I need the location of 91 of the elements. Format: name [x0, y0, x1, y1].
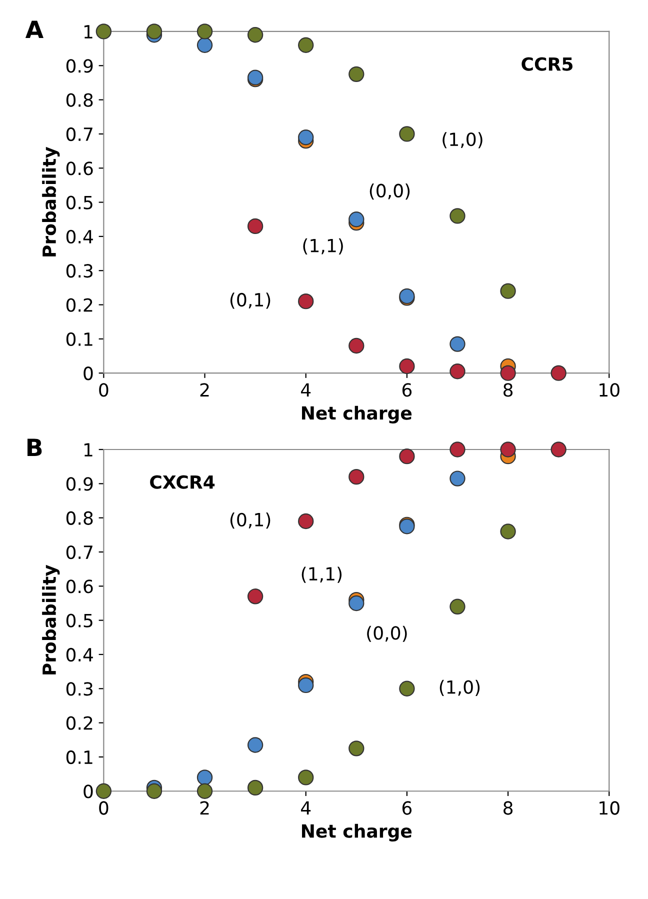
x-tick-label: 10	[600, 801, 620, 815]
y-tick-label: 1	[84, 25, 92, 38]
point	[450, 336, 466, 352]
point	[348, 595, 364, 612]
y-axis-title: Probability	[42, 146, 60, 256]
point	[298, 294, 314, 310]
y-tick-label: 0.9	[66, 477, 93, 491]
y-tick-label: 0.1	[66, 332, 92, 346]
point	[247, 27, 264, 43]
point	[450, 470, 466, 486]
series-label: (0,1)	[230, 512, 270, 529]
y-tick-label: 0.7	[66, 545, 92, 560]
y-tick-label: 0.5	[66, 614, 92, 628]
x-tick-label: 8	[504, 801, 513, 815]
chart-title: B	[28, 438, 42, 456]
x-axis-title: Net charge	[302, 824, 412, 842]
x-tick-label: 6	[402, 801, 412, 815]
y-tick-label: 0.4	[66, 230, 93, 244]
point	[348, 740, 364, 756]
series-label: (0,1)	[230, 292, 270, 309]
x-tick-label: 8	[504, 383, 513, 397]
point	[146, 783, 162, 799]
point	[399, 448, 415, 464]
series-label: (1,1)	[302, 566, 342, 583]
point	[500, 283, 516, 299]
point	[500, 524, 516, 540]
x-tick-label: 2	[200, 383, 209, 397]
x-tick-label: 4	[300, 801, 311, 815]
point	[550, 365, 566, 381]
y-tick-label: 0.3	[66, 264, 93, 278]
y-tick-label: 0.6	[66, 580, 93, 594]
x-tick-label: 4	[300, 383, 311, 397]
chart-title: A	[25, 20, 44, 38]
text: CCR5	[522, 57, 572, 71]
point	[247, 737, 264, 753]
point	[450, 208, 466, 224]
series-label: (1,0)	[440, 680, 480, 696]
y-tick-label: 0.2	[66, 716, 92, 730]
point	[247, 780, 264, 796]
point	[348, 212, 364, 228]
point	[196, 24, 213, 40]
point	[196, 783, 213, 799]
x-tick-label: 2	[200, 801, 209, 815]
point	[500, 442, 516, 458]
x-tick-label: 0	[99, 383, 108, 397]
x-tick-label: 10	[600, 383, 620, 397]
y-tick-label: 0.4	[66, 648, 93, 662]
point	[298, 770, 314, 786]
point	[298, 37, 314, 53]
series-label: (0,0)	[367, 626, 407, 642]
point	[399, 680, 415, 696]
y-tick-label: 0.8	[66, 93, 93, 107]
text: CXCR4	[150, 475, 215, 489]
point	[96, 24, 112, 40]
y-tick-label: 0.1	[66, 750, 92, 764]
x-axis-title: Net charge	[302, 406, 412, 424]
y-tick-label: 0.5	[66, 196, 92, 210]
point	[450, 442, 466, 458]
point	[399, 358, 415, 374]
y-axis-title: Probability	[42, 564, 60, 674]
point	[196, 37, 213, 53]
point	[247, 588, 264, 604]
y-tick-label: 0.7	[66, 127, 92, 142]
point	[247, 218, 264, 234]
series-label: (0,0)	[370, 184, 410, 200]
point	[146, 24, 162, 40]
point	[298, 130, 314, 146]
y-tick-label: 0	[84, 784, 93, 798]
point	[550, 442, 566, 458]
y-tick-label: 0.8	[66, 511, 93, 525]
y-tick-label: 1	[84, 443, 92, 456]
point	[348, 468, 364, 485]
point	[399, 126, 415, 142]
y-tick-label: 0	[84, 366, 93, 380]
point	[348, 66, 364, 82]
y-tick-label: 0.6	[66, 162, 93, 176]
point	[450, 598, 466, 614]
series-label: (1,1)	[303, 238, 343, 254]
point	[500, 365, 516, 381]
point	[196, 770, 213, 786]
point	[298, 677, 314, 694]
point	[298, 513, 314, 530]
y-tick-label: 0.9	[66, 59, 93, 73]
series-label: (1,0)	[442, 132, 482, 148]
x-tick-label: 0	[99, 801, 108, 815]
point	[96, 783, 112, 799]
x-tick-label: 6	[402, 383, 412, 397]
y-tick-label: 0.2	[66, 298, 92, 312]
point	[348, 338, 364, 354]
point	[450, 364, 466, 380]
y-tick-label: 0.3	[66, 682, 93, 696]
